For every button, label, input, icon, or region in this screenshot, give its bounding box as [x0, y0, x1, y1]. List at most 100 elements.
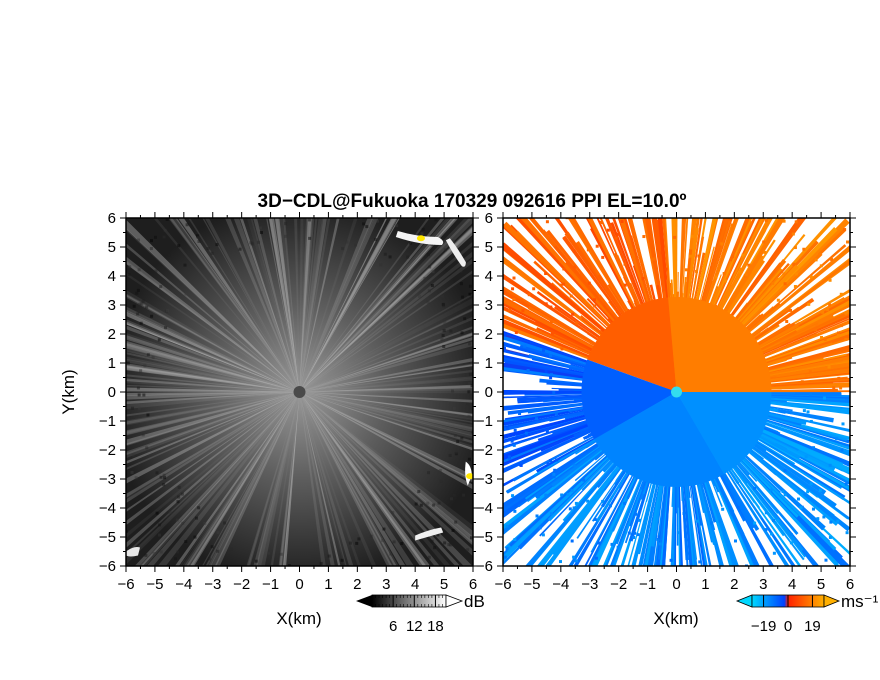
- intensity-speckle: [203, 521, 207, 525]
- intensity-speckle: [140, 302, 144, 306]
- velocity-ray: [676, 259, 850, 392]
- velocity-speckle: [788, 199, 791, 202]
- intensity-speckle: [489, 517, 492, 520]
- intensity-speckle: [165, 218, 169, 222]
- velocity-speckle: [657, 160, 660, 163]
- velocity-ray: [620, 392, 677, 566]
- intensity-speckle: [186, 168, 189, 171]
- y-tick-label: 6: [485, 210, 493, 227]
- velocity-speckle: [874, 417, 877, 420]
- intensity-speckle: [341, 247, 345, 251]
- intensity-ray: [157, 392, 300, 566]
- intensity-ray: [299, 251, 473, 392]
- intensity-ray: [299, 227, 473, 392]
- intensity-speckle: [134, 476, 138, 480]
- intensity-speckle: [355, 541, 359, 545]
- intensity-ray: [260, 392, 300, 566]
- intensity-speckle: [449, 543, 453, 547]
- velocity-speckle: [513, 538, 517, 542]
- velocity-speckle: [630, 602, 633, 605]
- velocity-speckle: [638, 518, 642, 522]
- y-tick-label: −4: [99, 500, 116, 517]
- velocity-speckle: [872, 503, 875, 506]
- intensity-speckle: [96, 324, 99, 327]
- intensity-speckle: [470, 544, 473, 548]
- velocity-speckle: [494, 365, 497, 368]
- intensity-speckle: [265, 136, 268, 139]
- velocity-speckle: [562, 267, 566, 271]
- intensity-speckle: [195, 563, 199, 566]
- velocity-speckle: [544, 493, 548, 497]
- velocity-speckle: [772, 518, 776, 522]
- intensity-ray: [299, 218, 313, 392]
- intensity-speckle: [62, 487, 65, 490]
- intensity-speckle: [256, 240, 260, 244]
- velocity-speckle: [645, 159, 648, 162]
- velocity-speckle: [846, 240, 850, 244]
- velocity-colorbar-unit: ms⁻¹: [841, 592, 879, 611]
- velocity-speckle: [869, 468, 872, 471]
- intensity-speckle: [469, 372, 473, 376]
- intensity-speckle: [359, 622, 362, 625]
- intensity-speckle: [285, 143, 288, 146]
- velocity-speckle: [811, 507, 815, 511]
- intensity-ray: [299, 392, 341, 566]
- intensity-ray: [299, 218, 398, 392]
- velocity-speckle: [512, 297, 516, 301]
- velocity-speckle: [786, 213, 789, 216]
- intensity-ray: [299, 392, 473, 439]
- intensity-speckle: [357, 537, 361, 541]
- intensity-speckle: [132, 304, 136, 308]
- intensity-ray: [186, 392, 300, 566]
- intensity-speckle: [236, 174, 239, 177]
- intensity-speckle: [319, 561, 323, 565]
- intensity-speckle: [184, 292, 188, 296]
- velocity-speckle: [845, 531, 849, 535]
- velocity-ray: [676, 330, 850, 392]
- velocity-speckle: [709, 521, 713, 525]
- intensity-speckle: [476, 343, 479, 346]
- intensity-ray: [299, 218, 430, 392]
- y-tick-label: −5: [99, 529, 116, 546]
- y-tick-label: 4: [108, 268, 116, 285]
- intensity-speckle: [229, 547, 233, 551]
- velocity-speckle: [642, 235, 646, 239]
- velocity-speckle: [555, 458, 559, 462]
- intensity-ray: [299, 392, 473, 430]
- intensity-ray: [126, 379, 300, 392]
- intensity-speckle: [162, 235, 166, 239]
- intensity-speckle: [210, 251, 214, 255]
- intensity-ray: [126, 392, 300, 436]
- intensity-speckle: [467, 457, 471, 461]
- intensity-ray: [299, 357, 473, 392]
- velocity-speckle: [513, 509, 517, 513]
- intensity-ray: [140, 392, 300, 566]
- velocity-speckle: [806, 413, 810, 417]
- velocity-speckle: [794, 220, 798, 224]
- intensity-speckle: [133, 200, 136, 203]
- velocity-speckle: [693, 594, 696, 597]
- intensity-colorbar-unit: dB: [464, 592, 485, 611]
- intensity-speckle: [294, 643, 297, 646]
- velocity-speckle: [553, 468, 557, 472]
- intensity-echo-patch: [415, 527, 444, 541]
- velocity-ray: [520, 218, 677, 392]
- x-tick-label: −3: [204, 576, 221, 593]
- velocity-colorbar-low-extend: [735, 594, 753, 608]
- intensity-speckle: [237, 636, 240, 639]
- intensity-speckle: [466, 548, 470, 552]
- velocity-speckle: [690, 234, 694, 238]
- intensity-speckle: [176, 550, 180, 554]
- intensity-speckle: [376, 151, 379, 154]
- velocity-speckle: [518, 412, 522, 416]
- intensity-speckle: [477, 496, 480, 499]
- intensity-speckle: [111, 521, 114, 524]
- intensity-ray: [299, 392, 473, 538]
- intensity-speckle: [332, 624, 335, 627]
- intensity-ray: [256, 392, 300, 566]
- intensity-speckle: [210, 545, 214, 549]
- velocity-speckle: [776, 298, 780, 302]
- velocity-speckle: [664, 267, 668, 271]
- intensity-speckle: [388, 255, 392, 259]
